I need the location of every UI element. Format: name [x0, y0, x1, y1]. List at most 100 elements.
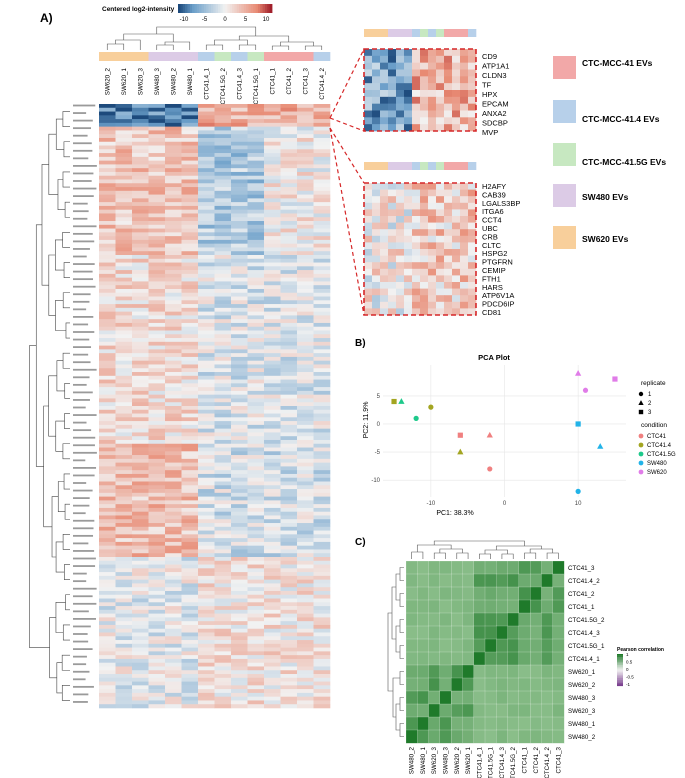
- heatmap-cell: [313, 281, 331, 286]
- zoom-group-bar-cell: [436, 29, 445, 37]
- column-label: SW620_3: [137, 67, 144, 95]
- row-dendrogram-branch: [65, 594, 70, 611]
- heatmap-cell: [313, 330, 331, 335]
- correlation-legend-title: Pearson correlation: [617, 647, 664, 653]
- heatmap-cell: [132, 364, 149, 369]
- zoom-cell: [380, 96, 389, 104]
- heatmap-cell: [165, 572, 182, 577]
- correlation-legend-swatch: [617, 666, 623, 669]
- legend-swatch: [553, 226, 576, 249]
- zoom-cell: [404, 83, 413, 91]
- heatmap-cell: [115, 541, 133, 546]
- zoom-cell: [364, 282, 373, 289]
- heatmap-cell: [264, 496, 281, 501]
- heatmap-cell: [198, 402, 215, 407]
- correlation-cell: [552, 638, 565, 653]
- zoom-cell: [388, 301, 397, 309]
- heatmap-cell: [165, 432, 182, 437]
- zoom-cell: [372, 55, 381, 63]
- zoom-cell: [412, 76, 421, 84]
- heatmap-cell: [313, 307, 331, 312]
- heatmap-cell: [99, 632, 116, 637]
- heatmap-a-column-labels: SW620_2 SW620_1 SW620_3 SW480_3 SW480_2 SW480…: [104, 67, 326, 104]
- heatmap-cell: [165, 375, 182, 380]
- heatmap-cell: [214, 681, 232, 686]
- correlation-cell: [405, 638, 418, 653]
- heatmap-cell: [264, 598, 281, 603]
- zoom-cell: [420, 90, 429, 98]
- heatmap-cell: [198, 523, 215, 528]
- zoom-cell: [372, 117, 381, 125]
- heatmap-cell: [297, 587, 314, 592]
- zoom-cell: [460, 229, 469, 237]
- zoom-cell: [364, 209, 373, 217]
- heatmap-cell: [264, 387, 281, 392]
- correlation-legend-tick: 0: [626, 667, 629, 672]
- heatmap-cell: [214, 326, 232, 331]
- heatmap-cell: [115, 307, 133, 312]
- heatmap-cell: [115, 549, 133, 554]
- zoom-cell: [428, 62, 437, 70]
- heatmap-cell: [99, 247, 116, 252]
- heatmap-cell: [280, 451, 298, 456]
- zoom-cell: [388, 282, 397, 289]
- row-dendrogram-branch: [55, 541, 65, 573]
- zoom-cell: [444, 288, 453, 296]
- heatmap-cell: [165, 156, 182, 161]
- heatmap-cell: [297, 281, 314, 286]
- heatmap-cell: [99, 681, 116, 686]
- heatmap-cell: [148, 643, 166, 648]
- zoom-cell: [396, 202, 405, 210]
- heatmap-cell: [231, 560, 248, 565]
- heatmap-cell: [297, 477, 314, 482]
- heatmap-cell: [214, 594, 232, 599]
- zoom-cell: [372, 110, 381, 118]
- heatmap-cell: [297, 549, 314, 554]
- heatmap-cell: [198, 500, 215, 505]
- heatmap-cell: [165, 360, 182, 365]
- heatmap-cell: [264, 590, 281, 596]
- zoom-cell: [412, 96, 421, 104]
- zoom-cell: [372, 124, 381, 132]
- heatmap-cell: [313, 647, 331, 652]
- zoom-cell: [452, 189, 461, 197]
- heatmap-cell: [132, 526, 149, 531]
- heatmap-cell: [181, 330, 199, 335]
- heatmap-cell: [198, 243, 215, 248]
- intensity-legend-swatch: [234, 4, 238, 13]
- heatmap-cell: [99, 175, 116, 180]
- row-label-mark: [73, 255, 87, 258]
- heatmap-cell: [132, 398, 149, 403]
- zoom-cell: [452, 96, 461, 104]
- heatmap-cell: [280, 606, 298, 611]
- heatmap-cell: [115, 107, 133, 112]
- correlation-cell: [417, 625, 429, 640]
- heatmap-cell: [313, 515, 331, 520]
- zoom-cell: [468, 295, 477, 303]
- heatmap-cell: [313, 511, 331, 516]
- heatmap-cell: [198, 590, 215, 596]
- heatmap-cell: [198, 168, 215, 173]
- heatmap-cell: [214, 292, 232, 297]
- column-label: CTC41.4_2: [319, 67, 326, 99]
- heatmap-cell: [165, 598, 182, 603]
- correlation-cell: [496, 586, 508, 601]
- heatmap-cell: [198, 545, 215, 550]
- correlation-cell: [484, 677, 497, 692]
- heatmap-cell: [115, 104, 133, 109]
- heatmap-cell: [280, 175, 298, 180]
- pca-ytick: -5: [375, 450, 381, 456]
- heatmap-cell: [115, 685, 133, 690]
- heatmap-cell: [297, 428, 314, 433]
- heatmap-cell: [264, 149, 281, 154]
- heatmap-cell: [148, 489, 166, 494]
- heatmap-cell: [280, 311, 298, 316]
- heatmap-cell: [231, 338, 248, 343]
- heatmap-cell: [280, 171, 298, 177]
- heatmap-cell: [247, 553, 265, 558]
- heatmap-cell: [148, 674, 166, 679]
- heatmap-cell: [280, 183, 298, 188]
- heatmap-cell: [231, 224, 248, 229]
- heatmap-cell: [297, 364, 314, 369]
- heatmap-cell: [132, 439, 149, 445]
